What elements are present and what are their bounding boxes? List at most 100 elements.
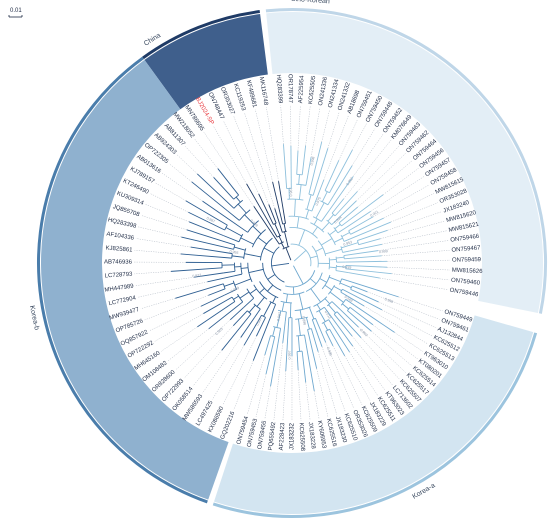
branch-arc xyxy=(247,220,259,233)
branch-arc xyxy=(247,262,253,283)
branch-internal xyxy=(331,214,342,226)
branch-internal xyxy=(334,224,341,230)
branch-internal xyxy=(298,319,301,336)
branch-terminal xyxy=(283,144,288,189)
branch-internal xyxy=(343,234,361,242)
branch-arc xyxy=(285,270,316,288)
tip-leader-line xyxy=(305,382,311,420)
tip-leader-line xyxy=(367,291,440,320)
tip-leader-line xyxy=(356,153,406,202)
branch-arc xyxy=(262,262,282,291)
tip-label: ON759467 xyxy=(451,245,481,253)
branch-terminal xyxy=(208,308,234,330)
branch-terminal xyxy=(345,260,388,263)
branch-terminal xyxy=(278,181,286,224)
branch-arc xyxy=(276,234,282,238)
branch-internal xyxy=(313,218,318,225)
tip-label: ON759455 xyxy=(257,420,268,450)
branch-terminal xyxy=(175,283,224,299)
branch-terminal xyxy=(333,165,353,196)
branch-arc xyxy=(305,272,323,292)
tip-leader-line xyxy=(203,131,254,207)
tip-label: MK116748 xyxy=(258,77,269,107)
branch-internal xyxy=(284,231,289,247)
tip-leader-line xyxy=(378,301,437,329)
tip-leader-line xyxy=(155,182,186,201)
branch-terminal xyxy=(190,246,233,255)
bootstrap-value: 0.939 xyxy=(342,265,351,270)
tip-label: ON759466 xyxy=(450,234,480,244)
branch-terminal xyxy=(188,221,224,236)
branch-arc xyxy=(233,244,236,250)
clade-bands xyxy=(40,11,544,514)
branch-terminal xyxy=(272,181,284,225)
branch-arc xyxy=(270,335,275,338)
scale-bar-label: 0.01 xyxy=(10,8,22,14)
branch-arc xyxy=(251,229,266,248)
branch-terminal xyxy=(334,191,358,217)
bootstrap-value: 0.969 xyxy=(230,286,240,294)
bootstrap-value: 0.955 xyxy=(229,250,239,255)
tip-label: ON759459 xyxy=(452,257,482,264)
branch-terminal xyxy=(194,272,224,278)
branch-arc xyxy=(273,326,281,329)
branch-terminal xyxy=(329,328,346,357)
branch-internal xyxy=(244,214,255,225)
tree-branches xyxy=(170,141,399,392)
bootstrap-value: 0.987 xyxy=(276,312,282,322)
tip-leader-line xyxy=(383,168,419,195)
branch-internal xyxy=(328,304,336,314)
tip-leader-line xyxy=(264,386,271,419)
branch-internal xyxy=(323,322,329,331)
branch-internal xyxy=(327,194,335,206)
branch-arc xyxy=(231,253,233,259)
branch-terminal xyxy=(333,313,353,337)
branch-terminal xyxy=(311,319,323,347)
branch-internal xyxy=(224,282,235,287)
branch-arc xyxy=(311,245,319,268)
branch-terminal xyxy=(340,291,365,307)
branch-arc xyxy=(326,301,333,307)
branch-arc xyxy=(294,306,311,312)
tip-leader-line xyxy=(327,112,340,149)
branch-internal xyxy=(321,191,328,202)
branch-arc xyxy=(237,293,244,303)
branch-terminal xyxy=(181,236,234,250)
tip-leader-line xyxy=(134,250,181,255)
tip-leader-line xyxy=(280,105,284,145)
branch-terminal xyxy=(246,183,272,228)
tip-leader-line xyxy=(255,109,273,183)
clade-ring-china xyxy=(142,10,260,60)
branch-internal xyxy=(310,288,321,303)
branch-internal xyxy=(259,287,265,294)
branch-terminal xyxy=(348,216,374,232)
branch-terminal xyxy=(344,255,382,260)
bootstrap-value: 0.939 xyxy=(249,219,258,228)
branch-internal xyxy=(271,233,280,245)
branch-internal xyxy=(321,238,333,246)
clade-ring-koreaa xyxy=(212,332,538,519)
branch-terminal xyxy=(256,317,266,337)
tip-leader-line xyxy=(338,119,358,161)
bootstrap-value: 0.987 xyxy=(206,216,216,224)
branch-terminal xyxy=(354,305,395,333)
branch-internal xyxy=(272,296,277,304)
branch-internal xyxy=(232,221,248,233)
branch-internal xyxy=(296,216,300,228)
tip-leader-line xyxy=(273,342,283,420)
branch-arc xyxy=(287,198,304,201)
tip-leader-line xyxy=(381,250,450,256)
tip-leader-line xyxy=(161,172,203,202)
branch-internal xyxy=(267,274,276,280)
branch-internal xyxy=(234,278,251,286)
tip-label: LC728793 xyxy=(105,272,134,280)
branch-internal xyxy=(254,308,261,318)
branch-internal xyxy=(276,310,282,328)
branch-internal xyxy=(336,256,345,259)
branch-internal xyxy=(342,303,350,310)
tip-leader-line xyxy=(223,120,259,195)
branch-stem-koreab xyxy=(271,262,290,267)
branch-terminal xyxy=(332,325,350,353)
branch-terminal xyxy=(347,310,372,332)
